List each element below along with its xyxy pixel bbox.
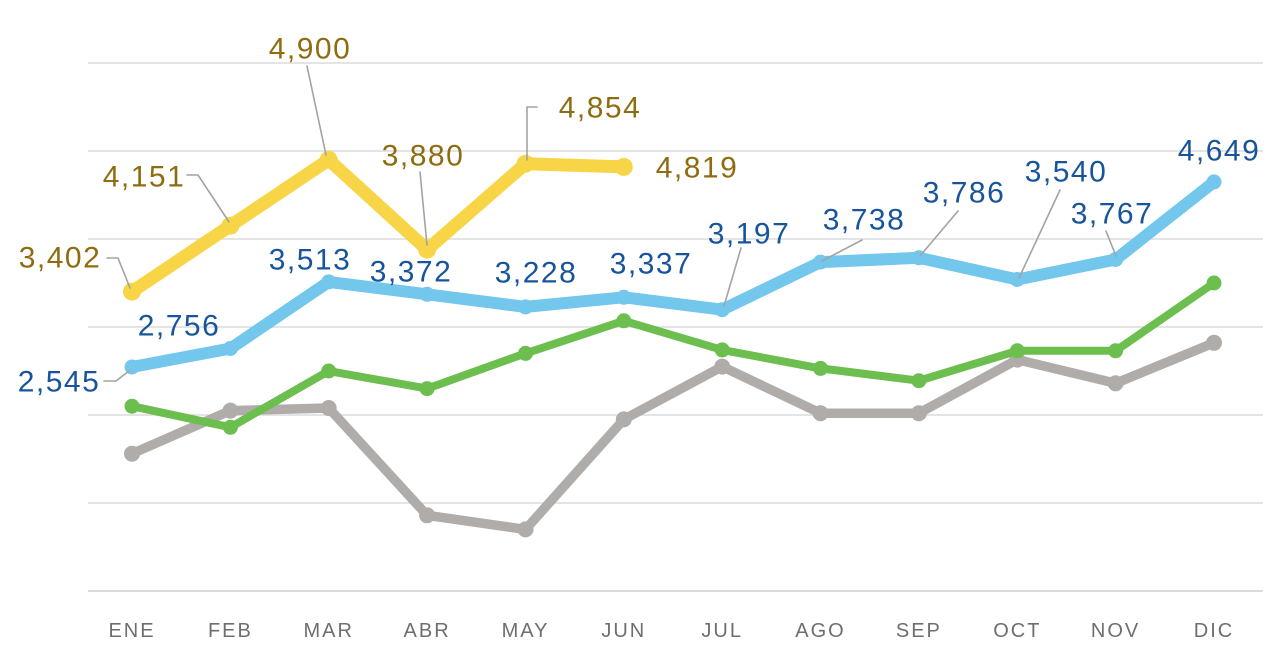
blue-series-point-marker bbox=[714, 302, 730, 318]
blue-series-value-label: 3,786 bbox=[923, 177, 1006, 210]
gray-series-point-marker bbox=[320, 400, 337, 416]
x-axis-label-nov: NOV bbox=[1091, 620, 1140, 642]
blue-series-point-marker bbox=[911, 250, 927, 266]
gray-series-point-marker bbox=[714, 358, 731, 375]
blue-series-point-marker bbox=[222, 341, 238, 356]
yellow-series-point-marker bbox=[614, 157, 633, 176]
label-leader-line bbox=[723, 247, 742, 307]
blue-series-point-marker bbox=[616, 289, 632, 305]
yellow-series-value-label: 3,402 bbox=[19, 242, 102, 275]
x-axis-label-jun: JUN bbox=[601, 620, 646, 642]
yellow-series-value-label: 4,900 bbox=[269, 33, 352, 66]
blue-series-point-marker bbox=[813, 254, 828, 270]
x-axis-label-may: MAY bbox=[502, 620, 550, 642]
x-axis-label-feb: FEB bbox=[208, 620, 253, 642]
green-series-point-marker bbox=[1009, 343, 1025, 359]
label-leader-line bbox=[103, 370, 130, 382]
yellow-series-value-label: 4,854 bbox=[559, 92, 642, 125]
label-leader-line bbox=[106, 257, 131, 289]
green-series-point-marker bbox=[714, 342, 730, 358]
blue-series-value-label: 3,228 bbox=[495, 257, 578, 290]
x-axis-label-mar: MAR bbox=[303, 620, 353, 642]
label-leader-line bbox=[919, 210, 959, 257]
yellow-series-value-label: 3,880 bbox=[382, 140, 465, 173]
green-series-point-marker bbox=[321, 363, 337, 379]
green-series-point-marker bbox=[419, 381, 435, 397]
x-axis-label-oct: OCT bbox=[993, 620, 1041, 642]
gray-series-point-marker bbox=[419, 507, 436, 524]
green-series-point-marker bbox=[616, 313, 632, 329]
yellow-series-point-marker bbox=[418, 240, 437, 259]
gray-series-point-marker bbox=[615, 411, 632, 428]
blue-series-value-label: 2,545 bbox=[18, 366, 101, 399]
blue-series-point-marker bbox=[1108, 252, 1124, 267]
label-leader-line bbox=[526, 106, 538, 161]
blue-series-value-label: 3,767 bbox=[1071, 198, 1154, 231]
label-leader-line bbox=[1018, 189, 1061, 279]
gray-series-point-marker bbox=[812, 405, 829, 422]
blue-series-value-label: 2,756 bbox=[138, 310, 221, 343]
gray-series-point-marker bbox=[222, 402, 239, 419]
x-axis-label-dic: DIC bbox=[1194, 620, 1234, 642]
label-leader-line bbox=[821, 239, 863, 262]
x-axis-label-jul: JUL bbox=[701, 620, 743, 642]
blue-series-value-label: 3,513 bbox=[269, 244, 352, 277]
x-axis-label-abr: ABR bbox=[404, 620, 451, 642]
blue-series-value-label: 3,197 bbox=[708, 218, 791, 251]
gray-series-point-marker bbox=[124, 445, 140, 462]
yellow-series-point-marker bbox=[516, 154, 535, 173]
yellow-series-point-marker bbox=[319, 150, 338, 169]
yellow-series-value-label: 4,819 bbox=[656, 152, 739, 185]
green-series-line bbox=[128, 279, 1218, 432]
blue-series-value-label: 3,540 bbox=[1025, 156, 1108, 189]
gray-series-point-marker bbox=[1206, 334, 1222, 351]
green-series-point-marker bbox=[813, 360, 828, 376]
blue-series-point-marker bbox=[1206, 174, 1222, 190]
blue-series-point-marker bbox=[518, 299, 533, 315]
gray-series-point-marker bbox=[910, 405, 927, 422]
green-series-point-marker bbox=[1108, 343, 1124, 359]
green-series-point-marker bbox=[124, 398, 140, 414]
green-series-point-marker bbox=[222, 419, 238, 435]
blue-series-point-marker bbox=[1009, 272, 1025, 287]
yellow-series-line bbox=[125, 153, 631, 299]
blue-series-value-label: 3,738 bbox=[823, 204, 906, 237]
gray-series-point-marker bbox=[517, 521, 534, 538]
green-series-point-marker bbox=[518, 345, 533, 361]
x-axis-label-sep: SEP bbox=[896, 620, 942, 642]
label-leader-line bbox=[186, 174, 230, 223]
label-leader-line bbox=[306, 65, 327, 156]
label-leader-line bbox=[419, 171, 428, 246]
x-axis-label-ago: AGO bbox=[795, 620, 845, 642]
yellow-series-point-marker bbox=[123, 282, 141, 301]
blue-series-value-label: 3,337 bbox=[610, 248, 693, 281]
yellow-series-point-marker bbox=[221, 216, 240, 235]
green-series-point-marker bbox=[911, 373, 927, 389]
blue-series-point-marker bbox=[321, 274, 337, 290]
blue-series-line bbox=[126, 175, 1220, 373]
blue-series-value-label: 4,649 bbox=[1178, 135, 1261, 168]
yellow-series-value-label: 4,151 bbox=[103, 161, 186, 194]
green-series-point-marker bbox=[1206, 275, 1222, 291]
x-axis-label-ene: ENE bbox=[108, 620, 155, 642]
gray-series-point-marker bbox=[1107, 375, 1124, 392]
blue-series-value-label: 3,372 bbox=[370, 256, 453, 289]
gray-series-line bbox=[127, 338, 1219, 535]
label-leader-line bbox=[1105, 230, 1117, 257]
blue-series-point-marker bbox=[419, 286, 435, 302]
